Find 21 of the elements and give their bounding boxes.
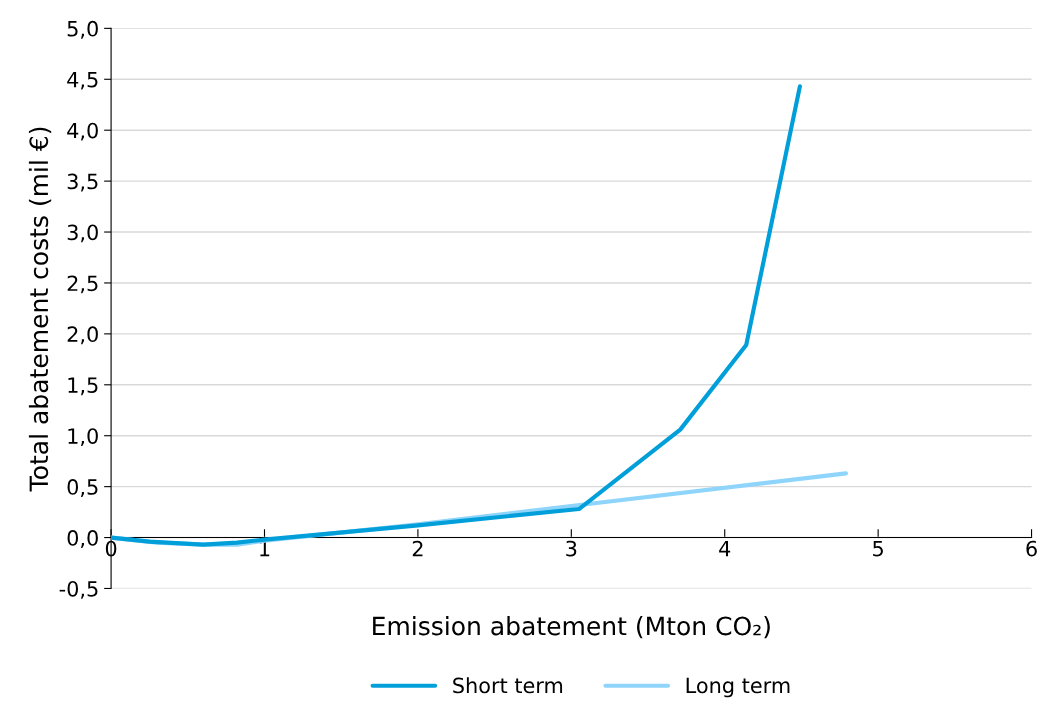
x-tick-label: 6: [1026, 540, 1037, 557]
x-tick-label: 4: [719, 540, 731, 557]
y-tick-label: 0,0: [67, 530, 98, 548]
y-tick-label: 4,5: [67, 72, 98, 90]
legend-label: Short term: [453, 677, 563, 694]
x-tick-label: 3: [566, 540, 577, 557]
y-tick-label: 1,0: [68, 428, 98, 447]
y-tick-label: -0,5: [59, 580, 98, 599]
y-tick-label: 5,0: [67, 20, 98, 39]
y-tick-label: 0,5: [67, 479, 98, 497]
y-tick-label: 3,5: [67, 173, 98, 192]
y-tick-label: 4,0: [67, 122, 98, 141]
x-tick-label: 2: [412, 540, 423, 557]
legend-label: Long term: [686, 677, 790, 698]
y-tick-label: 2,5: [67, 275, 98, 294]
y-tick-label: 3,0: [67, 224, 98, 243]
y-axis-title: Total abatement costs (mil €): [28, 127, 52, 492]
x-axis-title: Emission abatement (Mton CO₂): [373, 616, 770, 639]
y-tick-label: 2,0: [67, 326, 98, 345]
y-tick-label: 1,5: [68, 377, 98, 396]
x-tick-label: 5: [873, 540, 883, 557]
